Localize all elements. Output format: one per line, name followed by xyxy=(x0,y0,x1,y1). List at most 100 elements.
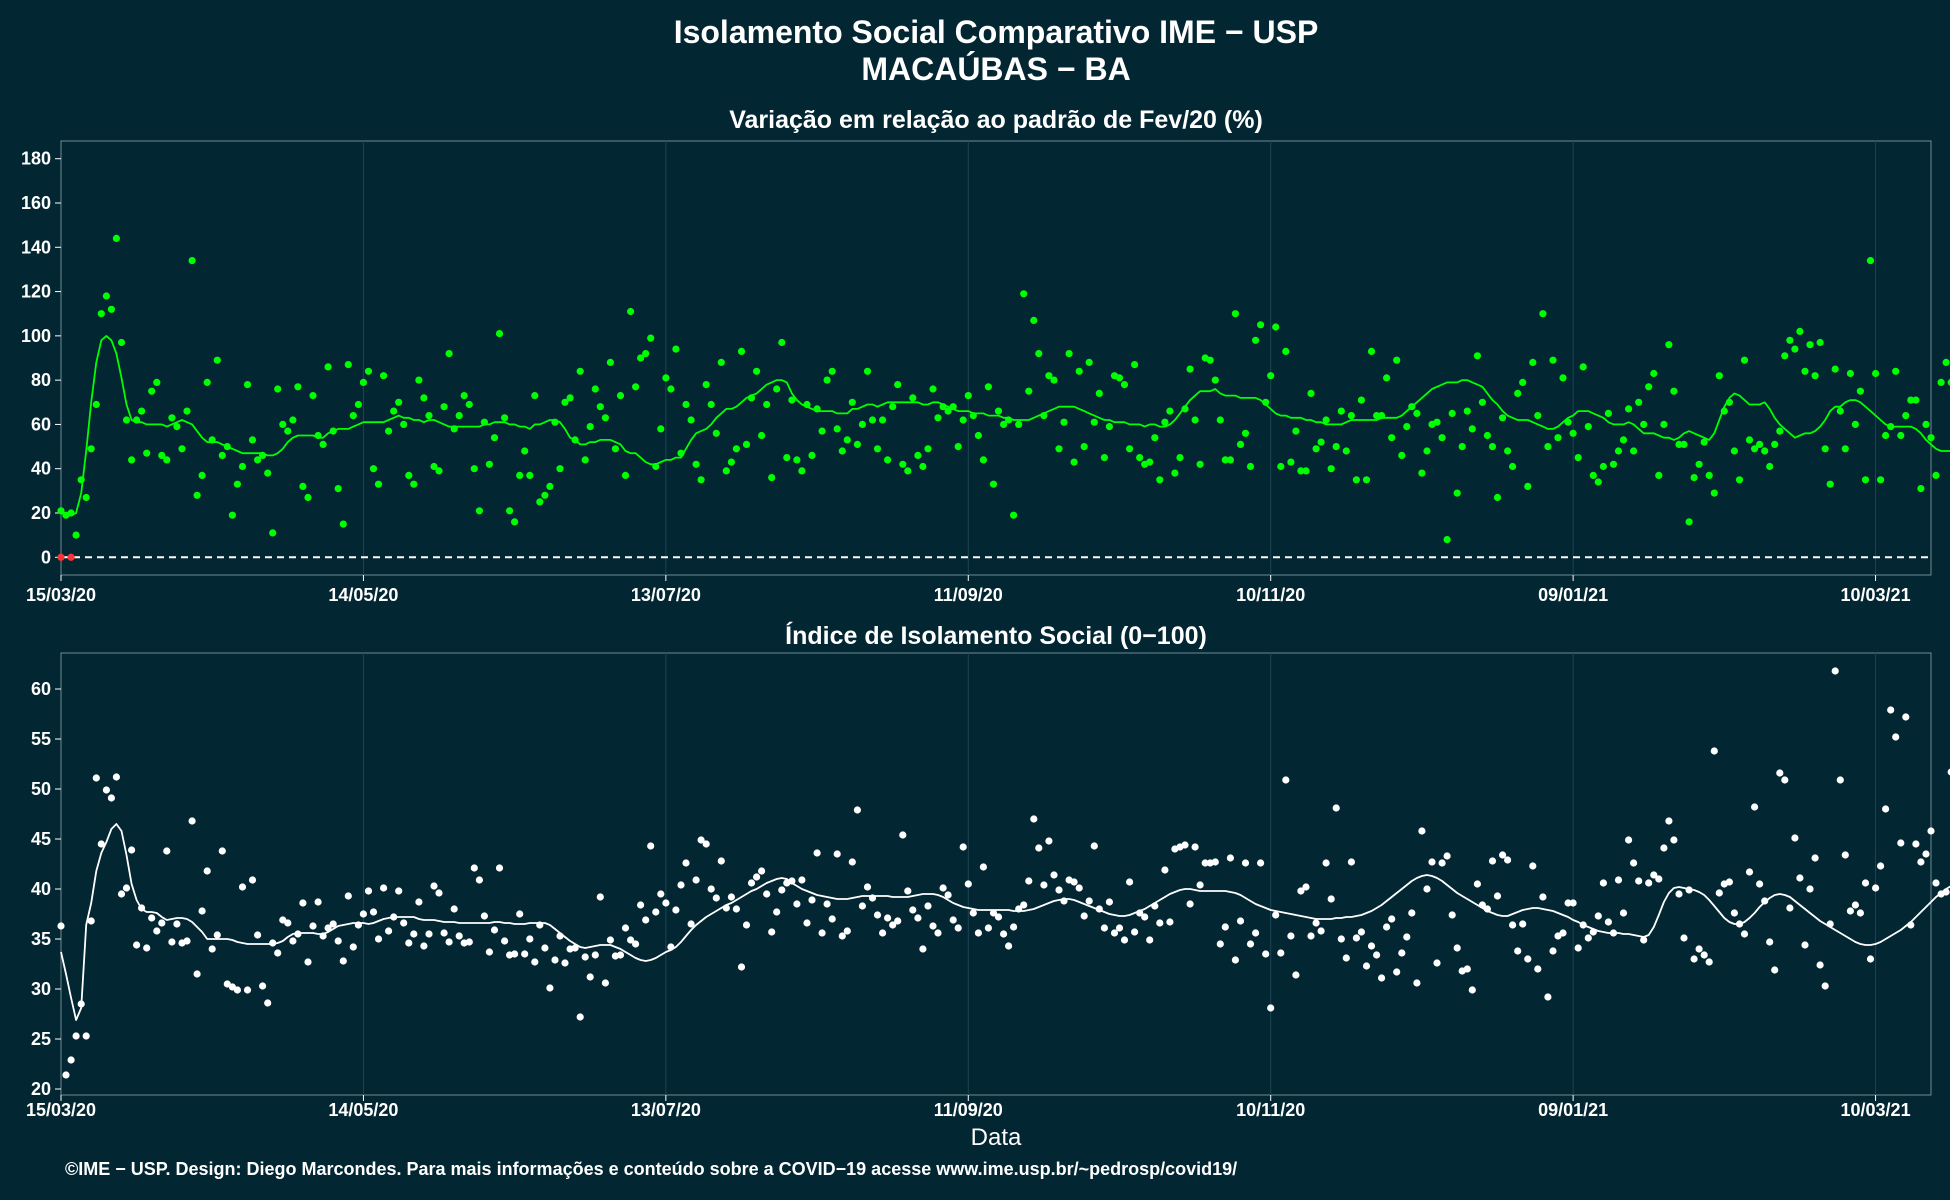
daily-point xyxy=(264,999,272,1007)
daily-point xyxy=(1030,815,1038,823)
daily-point xyxy=(601,979,610,987)
daily-point xyxy=(77,1000,85,1008)
daily-point xyxy=(1680,440,1688,448)
daily-point xyxy=(833,850,841,858)
daily-point xyxy=(1115,924,1124,932)
daily-point xyxy=(1735,920,1744,928)
daily-point xyxy=(1493,493,1502,502)
daily-point xyxy=(697,836,705,844)
daily-point xyxy=(1559,929,1567,937)
daily-point xyxy=(1942,888,1950,896)
daily-point xyxy=(788,877,796,885)
daily-point xyxy=(1761,447,1769,455)
daily-point xyxy=(954,924,962,932)
daily-point xyxy=(1267,372,1275,380)
daily-point xyxy=(737,347,746,355)
daily-point xyxy=(591,951,599,959)
daily-point xyxy=(1423,885,1431,893)
daily-point xyxy=(1478,901,1486,909)
daily-point xyxy=(133,941,141,949)
daily-point xyxy=(1811,372,1819,380)
daily-point xyxy=(1574,944,1582,952)
daily-point xyxy=(1766,938,1774,946)
daily-point xyxy=(117,890,126,898)
daily-point xyxy=(309,922,317,930)
daily-point xyxy=(294,383,302,391)
daily-point xyxy=(1151,902,1159,910)
daily-point xyxy=(959,843,967,851)
daily-point xyxy=(1509,921,1517,929)
daily-point xyxy=(128,846,136,854)
daily-point xyxy=(1080,443,1088,451)
daily-point xyxy=(652,908,660,916)
daily-point xyxy=(122,416,131,424)
daily-point xyxy=(868,416,877,424)
daily-point xyxy=(1347,858,1355,866)
daily-point xyxy=(1509,462,1517,471)
x-tick-label: 10/03/21 xyxy=(1841,585,1911,605)
daily-point xyxy=(1866,257,1875,265)
daily-point xyxy=(627,936,635,944)
daily-point xyxy=(1277,462,1285,471)
daily-point xyxy=(1468,986,1476,994)
daily-point xyxy=(1771,440,1779,448)
daily-point xyxy=(732,445,741,453)
daily-point xyxy=(1635,877,1643,885)
daily-point xyxy=(395,887,403,895)
daily-point xyxy=(1650,871,1658,879)
y-tick-label: 20 xyxy=(31,503,51,523)
daily-point xyxy=(102,786,110,794)
daily-point xyxy=(344,361,352,369)
daily-point xyxy=(1362,476,1371,484)
daily-point xyxy=(1861,879,1870,887)
daily-point xyxy=(934,414,942,422)
daily-point xyxy=(909,906,917,914)
x-tick-label: 15/03/20 xyxy=(26,585,96,605)
daily-point xyxy=(1836,776,1844,784)
daily-point xyxy=(742,440,751,448)
daily-point xyxy=(359,378,367,386)
daily-point xyxy=(1383,923,1391,931)
daily-point xyxy=(541,491,549,499)
daily-point xyxy=(1751,803,1759,811)
daily-point xyxy=(1307,932,1315,940)
daily-point xyxy=(788,396,796,404)
daily-point xyxy=(1882,805,1890,813)
daily-point xyxy=(707,885,715,893)
daily-point xyxy=(984,383,993,391)
daily-point xyxy=(1720,407,1728,415)
daily-point xyxy=(1690,474,1698,482)
daily-point xyxy=(1297,887,1305,895)
daily-point xyxy=(138,904,146,912)
daily-point xyxy=(1050,871,1058,879)
daily-point xyxy=(1932,471,1940,479)
daily-point xyxy=(1882,431,1890,440)
daily-point xyxy=(1216,940,1224,948)
daily-point xyxy=(77,476,85,484)
daily-point xyxy=(1120,381,1129,389)
daily-point xyxy=(208,945,216,953)
y-tick-label: 120 xyxy=(21,282,51,302)
daily-point xyxy=(1589,471,1597,479)
daily-point xyxy=(873,445,882,453)
daily-point xyxy=(758,867,766,875)
daily-point xyxy=(1448,409,1456,417)
daily-point xyxy=(1010,511,1018,519)
daily-point xyxy=(1917,485,1925,493)
daily-point xyxy=(727,893,736,901)
daily-point xyxy=(1579,363,1587,371)
daily-point xyxy=(1231,956,1239,964)
x-tick-label: 09/01/21 xyxy=(1538,585,1608,605)
daily-point xyxy=(964,880,972,888)
daily-point xyxy=(314,898,322,906)
daily-point xyxy=(763,400,771,409)
daily-point xyxy=(1166,918,1174,926)
daily-point xyxy=(168,414,176,422)
daily-point xyxy=(1826,920,1834,928)
daily-point xyxy=(1393,356,1401,364)
daily-point xyxy=(863,883,872,891)
daily-point xyxy=(1806,341,1814,349)
daily-point xyxy=(1211,858,1219,866)
daily-point xyxy=(1897,431,1905,440)
